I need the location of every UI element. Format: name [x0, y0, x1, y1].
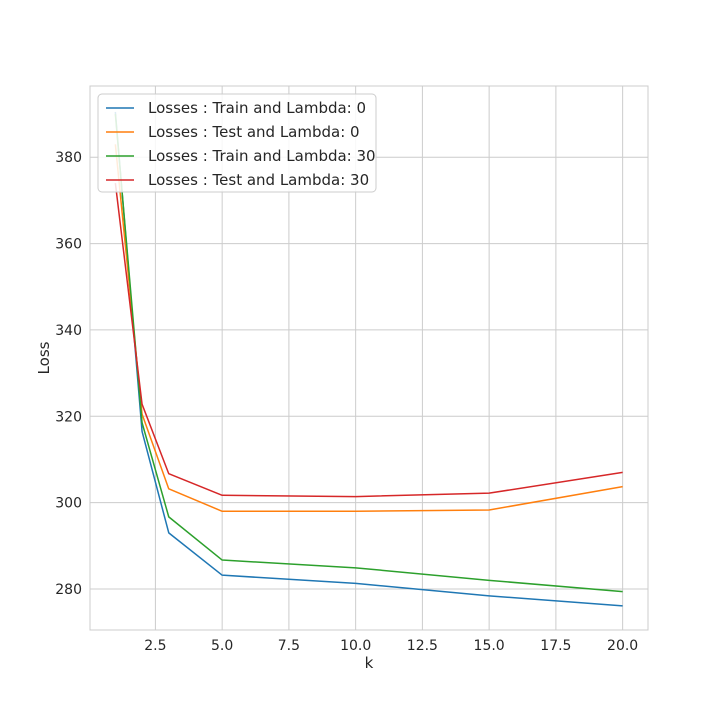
y-axis-label: Loss: [35, 341, 53, 374]
x-axis-label: k: [365, 654, 374, 672]
x-axis-ticks: 2.5 5.0 7.5 10.0 12.5 15.0 17.5 20.0: [144, 638, 638, 654]
series-line-2: [114, 113, 623, 593]
y-tick-label: 320: [55, 409, 82, 425]
y-tick-label: 360: [55, 237, 82, 253]
series-line-3: [114, 183, 623, 498]
x-tick-label: 12.5: [407, 638, 438, 654]
y-axis-ticks: 280 300 320 340 360 380: [55, 150, 82, 598]
x-tick-label: 2.5: [144, 638, 166, 654]
x-tick-label: 7.5: [278, 638, 300, 654]
legend: Losses : Train and Lambda: 0 Losses : Tes…: [97, 93, 377, 193]
series-lines: [114, 111, 623, 607]
legend-label: Losses : Train and Lambda: 30: [148, 147, 376, 165]
y-tick-label: 340: [55, 323, 82, 339]
y-tick-label: 280: [55, 582, 82, 598]
y-tick-label: 300: [55, 496, 82, 512]
x-tick-label: 17.5: [540, 638, 571, 654]
x-tick-label: 10.0: [340, 638, 371, 654]
legend-label: Losses : Test and Lambda: 30: [148, 171, 369, 189]
legend-label: Losses : Train and Lambda: 0: [148, 99, 366, 117]
y-tick-label: 380: [55, 150, 82, 166]
x-tick-label: 5.0: [211, 638, 233, 654]
x-tick-label: 20.0: [607, 638, 638, 654]
legend-box: [97, 93, 377, 193]
series-line-0: [114, 111, 623, 607]
x-tick-label: 15.0: [474, 638, 505, 654]
legend-label: Losses : Test and Lambda: 0: [148, 123, 360, 141]
